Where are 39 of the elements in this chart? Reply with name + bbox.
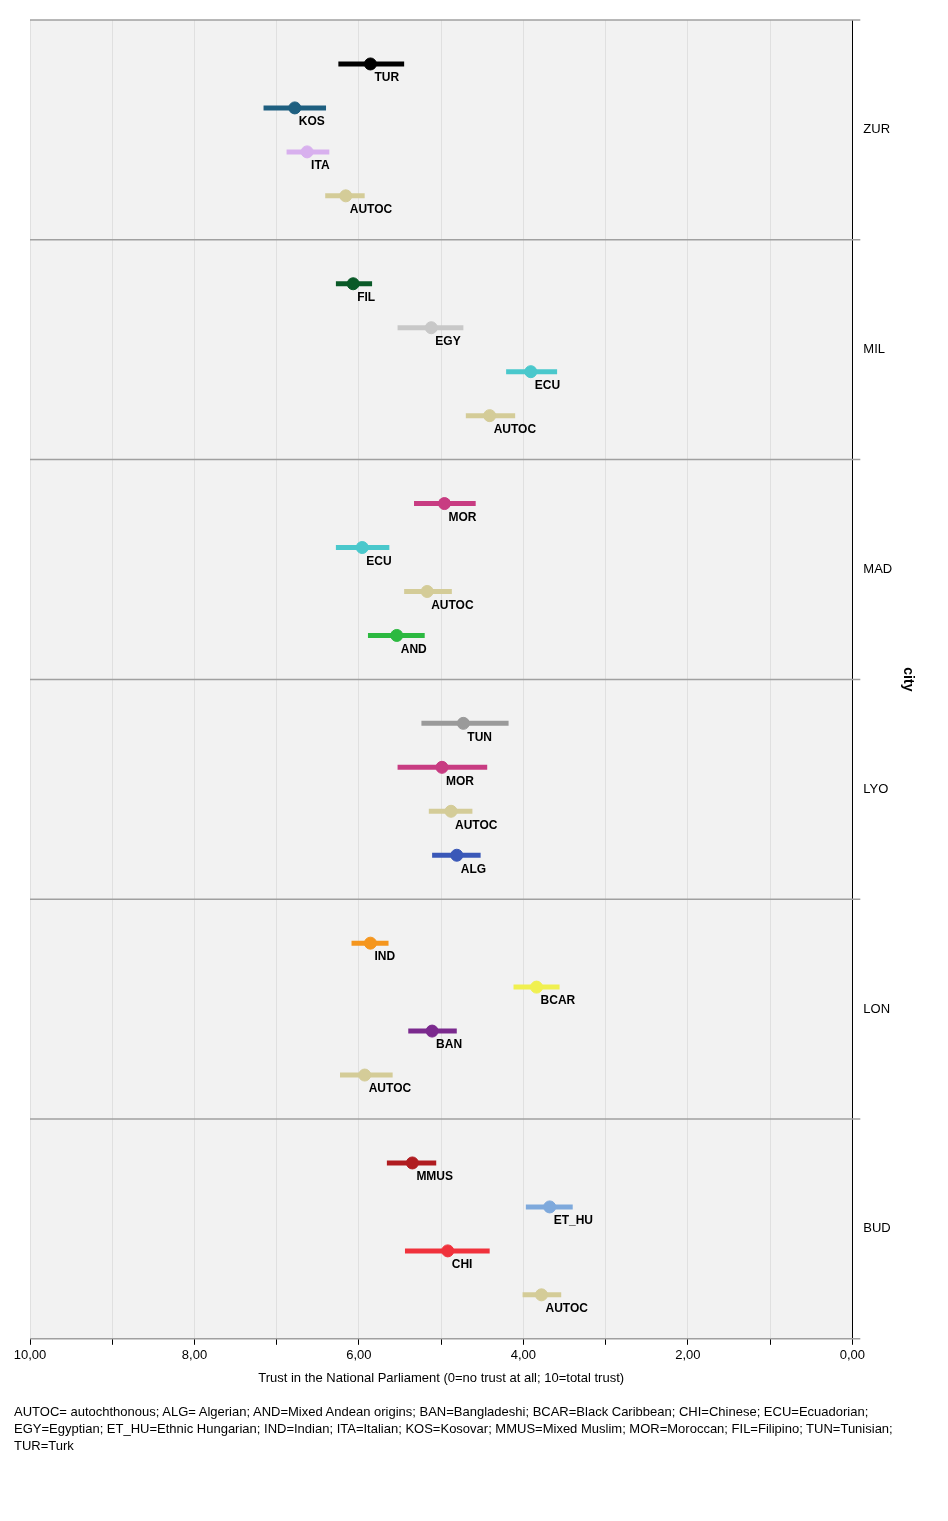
- x-tick-label: 10,00: [13, 1347, 47, 1363]
- y-tick-label: BUD: [863, 1220, 891, 1236]
- x-tick-label: 0,00: [839, 1347, 865, 1363]
- y-tick-label: LYO: [863, 780, 889, 796]
- text: MOR: [445, 773, 474, 788]
- y-tick-label: MAD: [863, 561, 893, 577]
- series-label: TUR: [374, 70, 400, 85]
- text: AUTOC: [545, 1301, 588, 1316]
- series-label: BAN: [436, 1037, 463, 1052]
- y-axis-title: city: [900, 667, 917, 692]
- series-label: AND: [400, 641, 428, 656]
- text: AUTOC: [431, 597, 474, 612]
- series-label: CHI: [451, 1257, 473, 1272]
- series-label: AUTOC: [455, 817, 498, 832]
- y-tick-label: ZUR: [863, 121, 891, 137]
- series-label: ITA: [311, 158, 330, 173]
- text: AUTOC: [368, 1081, 412, 1096]
- x-axis-title: Trust in the National Parliament (0=no trust at all; 10=total trust): [258, 1369, 625, 1385]
- x-tick-label: 2,00: [675, 1347, 701, 1363]
- series-label: ALG: [460, 861, 487, 876]
- text: ECU: [534, 377, 561, 392]
- text: AUTOC: [493, 421, 537, 436]
- series-label: TUN: [467, 729, 493, 744]
- series-label: MOR: [448, 509, 477, 524]
- y-tick-label: MIL: [863, 341, 885, 357]
- y-tick-label: LON: [863, 1000, 891, 1016]
- text: AUTOC= autochthonous; ALG= Algerian; AND=Mixed Andean origins; BAN=Bangladeshi; BCAR=Black Caribbean; CHI=Chinese; ECU=Ecuadorian; EGY=Egyptian; ET_HU=Ethnic Hungarian; IND=Indian; ITA=Italian; KOS=Kosovar; MMUS=Mixed Muslim; MOR=Moroccan; FIL=Filipino; TUN=Tunisian; TUR=Turk: [14, 1404, 894, 1455]
- series-label: ET_HU: [553, 1213, 594, 1228]
- series-label: IND: [374, 949, 396, 964]
- series-label: FIL: [357, 290, 376, 305]
- series-label: EGY: [435, 334, 461, 349]
- series-label: ECU: [366, 553, 392, 568]
- series-label: MMUS: [416, 1169, 454, 1184]
- x-tick-label: 6,00: [346, 1347, 372, 1363]
- series-label: KOS: [298, 114, 325, 129]
- x-tick-label: 4,00: [510, 1347, 537, 1363]
- text: AUTOC: [349, 202, 393, 217]
- x-tick-label: 8,00: [181, 1347, 208, 1363]
- series-label: BCAR: [540, 993, 576, 1008]
